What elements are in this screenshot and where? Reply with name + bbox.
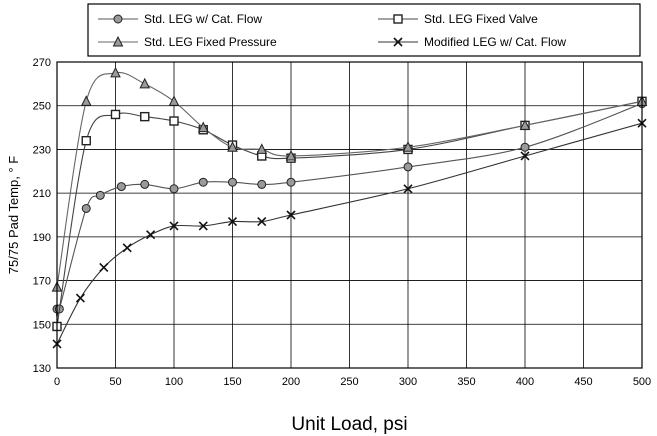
data-point <box>75 293 85 303</box>
y-tick-label: 190 <box>33 232 51 244</box>
plot-border <box>56 61 643 369</box>
y-tick-label: 150 <box>33 319 51 331</box>
data-point <box>198 177 208 187</box>
legend-label: Std. LEG Fixed Pressure <box>144 35 277 49</box>
x-tick-label: 0 <box>54 376 60 388</box>
marker-stroke <box>99 262 109 273</box>
series-line <box>56 71 643 288</box>
marker-stroke <box>198 221 208 231</box>
data-point <box>402 141 414 152</box>
y-tick-label: 170 <box>33 276 51 288</box>
x-tick-label: 500 <box>633 376 651 388</box>
legend-label: Std. LEG Fixed Valve <box>424 12 538 26</box>
x-tick-label: 50 <box>109 376 121 388</box>
x-tick-label: 200 <box>282 376 300 388</box>
marker-stroke <box>286 210 296 220</box>
data-point <box>519 119 531 130</box>
legend-marker <box>112 35 124 47</box>
x-tick-label: 400 <box>516 376 534 388</box>
data-point <box>140 179 150 189</box>
data-point <box>227 141 238 152</box>
legend-item: Std. LEG w/ Cat. Flow <box>98 12 262 26</box>
data-point <box>110 109 121 120</box>
marker-stroke <box>122 243 132 253</box>
y-tick-label: 230 <box>33 144 51 156</box>
data-point <box>116 182 126 192</box>
data-point <box>146 230 156 240</box>
marker-stroke <box>257 216 267 227</box>
legend-item: Std. LEG Fixed Pressure <box>98 35 277 49</box>
data-point <box>168 95 180 106</box>
data-point <box>198 221 208 231</box>
data-point <box>403 184 413 194</box>
marker-stroke <box>146 230 156 240</box>
axes-layer: 130 150 170 190 210 230 250 270 0 50 100 150 200 250 3… <box>6 57 651 435</box>
y-tick-label: 130 <box>33 363 51 375</box>
y-tick-label: 210 <box>33 188 51 200</box>
marker-stroke <box>403 184 413 194</box>
data-point <box>140 111 150 122</box>
x-axis-title: Unit Load, psi <box>291 414 407 435</box>
data-point <box>228 177 237 187</box>
legend-item: Std. LEG Fixed Valve <box>378 12 538 26</box>
grid-layer <box>56 61 643 369</box>
y-tick-label: 270 <box>33 57 51 69</box>
y-axis-title: 75/75 Pad Temp, ° F <box>6 156 21 274</box>
x-tick-label: 450 <box>574 376 592 388</box>
data-point <box>286 210 296 220</box>
data-point <box>257 216 267 227</box>
legend-marker <box>393 37 403 47</box>
series-layer <box>51 66 648 349</box>
data-point <box>403 162 413 172</box>
series-line <box>56 100 643 327</box>
legend-label: Std. LEG w/ Cat. Flow <box>144 12 262 26</box>
data-point <box>139 77 151 89</box>
data-point <box>122 243 132 253</box>
data-point <box>227 216 238 227</box>
legend: Std. LEG w/ Cat. Flow Std. LEG Fixed Valv… <box>87 3 641 57</box>
data-point <box>169 184 179 194</box>
data-point <box>197 121 209 133</box>
data-point <box>256 143 268 154</box>
legend-label: Modified LEG w/ Cat. Flow <box>424 35 566 49</box>
legend-marker <box>113 14 123 24</box>
series-4 <box>52 118 647 349</box>
x-tick-label: 100 <box>165 376 183 388</box>
marker-stroke <box>393 37 403 47</box>
x-tick-label: 350 <box>457 376 475 388</box>
data-point <box>95 190 105 200</box>
marker-stroke <box>169 221 179 231</box>
data-point <box>80 95 92 106</box>
data-point <box>110 66 121 78</box>
x-tick-label: 300 <box>399 376 417 388</box>
x-tick-label: 250 <box>340 376 358 388</box>
data-point <box>169 116 179 126</box>
series-3 <box>51 66 648 292</box>
data-point <box>520 151 530 161</box>
data-point <box>81 203 91 213</box>
marker-stroke <box>227 216 238 227</box>
data-point <box>285 149 297 161</box>
data-point <box>257 179 267 189</box>
data-point <box>81 135 91 146</box>
y-tick-label: 250 <box>33 101 51 113</box>
marker-stroke <box>520 151 530 161</box>
legend-box <box>87 3 641 57</box>
marker-stroke <box>75 293 85 303</box>
data-point <box>99 262 109 273</box>
legend-item: Modified LEG w/ Cat. Flow <box>378 35 566 49</box>
legend-marker <box>393 14 403 24</box>
data-point <box>520 142 530 152</box>
x-tick-label: 150 <box>223 376 241 388</box>
data-point <box>286 177 296 187</box>
data-point <box>169 221 179 231</box>
